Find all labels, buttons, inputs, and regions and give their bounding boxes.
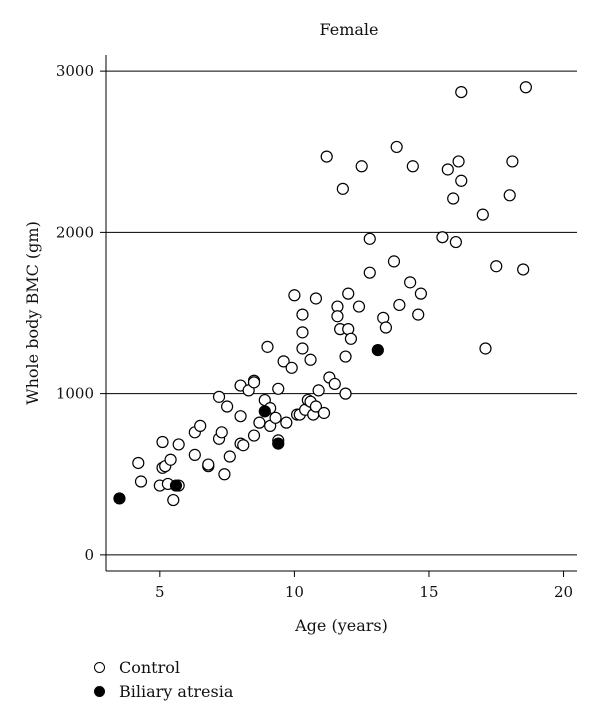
control-point-13 — [194, 419, 207, 432]
control-point-63 — [339, 350, 352, 363]
control-point-90 — [490, 260, 503, 273]
open-circle-icon — [94, 661, 105, 673]
control-point-77 — [404, 276, 417, 289]
control-point-69 — [355, 160, 368, 173]
biliary-atresia-point-4 — [371, 343, 384, 357]
y-axis-ticks: 0 1000 2000 3000 — [56, 62, 106, 564]
control-point-46 — [296, 326, 309, 339]
control-point-32 — [261, 340, 274, 353]
x-tick-label-20: 20 — [554, 583, 573, 601]
control-point-55 — [317, 406, 331, 420]
y-tick-label-1000: 1000 — [56, 385, 94, 403]
control-point-86 — [455, 174, 468, 187]
control-point-89 — [479, 342, 492, 355]
y-tick-label-2000: 2000 — [56, 223, 94, 241]
control-point-80 — [414, 287, 427, 300]
control-point-62 — [336, 182, 349, 195]
control-point-30 — [253, 416, 266, 429]
control-point-28 — [247, 376, 261, 389]
control-point-68 — [352, 300, 366, 313]
biliary-atresia-point-2 — [258, 405, 271, 418]
y-tick-label-3000: 3000 — [56, 62, 94, 80]
control-point-19 — [218, 468, 231, 481]
control-point-87 — [455, 85, 468, 99]
control-point-41 — [288, 289, 301, 302]
y-tick-label-0: 0 — [84, 546, 94, 564]
control-point-50 — [304, 353, 317, 366]
series-biliary-atresia — [113, 343, 384, 505]
control-point-85 — [452, 155, 465, 168]
control-point-84 — [449, 235, 462, 249]
x-axis-label: Age (years) — [294, 616, 388, 635]
axes — [105, 55, 577, 572]
control-point-45 — [296, 308, 309, 321]
control-point-82 — [441, 163, 454, 176]
control-point-16 — [212, 390, 226, 403]
legend-item-control: Control — [94, 655, 233, 679]
control-point-15 — [202, 458, 215, 471]
control-point-8 — [167, 493, 180, 507]
biliary-atresia-point-3 — [272, 437, 285, 450]
control-point-60 — [331, 310, 344, 323]
biliary-atresia-point-1 — [169, 479, 183, 492]
control-point-75 — [390, 140, 403, 154]
control-point-71 — [363, 232, 376, 245]
grid-lines — [106, 70, 577, 556]
control-point-74 — [387, 255, 401, 268]
legend: Control Biliary atresia — [94, 655, 233, 703]
control-point-21 — [223, 450, 236, 463]
control-point-1 — [134, 475, 148, 488]
legend-item-biliary-atresia: Biliary atresia — [94, 679, 233, 703]
filled-circle-icon — [94, 685, 105, 697]
control-point-56 — [320, 150, 333, 163]
control-point-23 — [234, 410, 247, 423]
control-point-11 — [188, 448, 201, 461]
control-point-39 — [280, 416, 293, 429]
control-point-53 — [309, 400, 323, 413]
legend-label-biliary-atresia: Biliary atresia — [119, 681, 234, 701]
control-point-58 — [328, 377, 341, 391]
control-point-93 — [517, 263, 530, 276]
control-point-79 — [412, 308, 425, 321]
control-point-81 — [436, 231, 449, 244]
control-point-7 — [164, 453, 177, 466]
control-point-91 — [503, 189, 516, 202]
control-point-52 — [309, 292, 323, 305]
control-point-0 — [132, 456, 145, 470]
series-control — [132, 81, 532, 507]
control-point-78 — [406, 160, 419, 173]
x-tick-label-5: 5 — [155, 583, 165, 601]
control-point-20 — [221, 400, 234, 413]
control-point-73 — [379, 321, 393, 334]
control-point-44 — [296, 342, 309, 355]
control-point-67 — [344, 332, 358, 345]
control-point-29 — [247, 429, 261, 442]
control-point-64 — [339, 387, 352, 400]
control-point-4 — [156, 435, 169, 449]
x-tick-label-15: 15 — [419, 583, 438, 601]
control-point-10 — [172, 438, 185, 451]
x-tick-label-10: 10 — [285, 583, 304, 601]
biliary-atresia-point-0 — [113, 492, 126, 505]
control-point-65 — [342, 287, 355, 300]
control-point-94 — [519, 81, 532, 94]
control-point-18 — [215, 426, 228, 439]
control-point-36 — [272, 382, 285, 395]
control-point-38 — [277, 355, 290, 368]
x-axis-ticks: 5 10 15 20 — [155, 571, 573, 601]
control-point-54 — [312, 384, 325, 397]
legend-label-control: Control — [119, 657, 181, 677]
control-point-88 — [476, 208, 489, 221]
chart-title: Female — [319, 20, 379, 39]
control-point-92 — [506, 155, 519, 168]
y-axis-label: Whole body BMC (gm) — [23, 221, 42, 405]
control-point-25 — [237, 439, 250, 452]
control-point-70 — [363, 266, 376, 279]
data-points — [113, 81, 532, 507]
control-point-76 — [393, 298, 406, 312]
control-point-83 — [447, 192, 460, 205]
control-point-40 — [285, 361, 298, 374]
control-point-35 — [269, 411, 282, 424]
